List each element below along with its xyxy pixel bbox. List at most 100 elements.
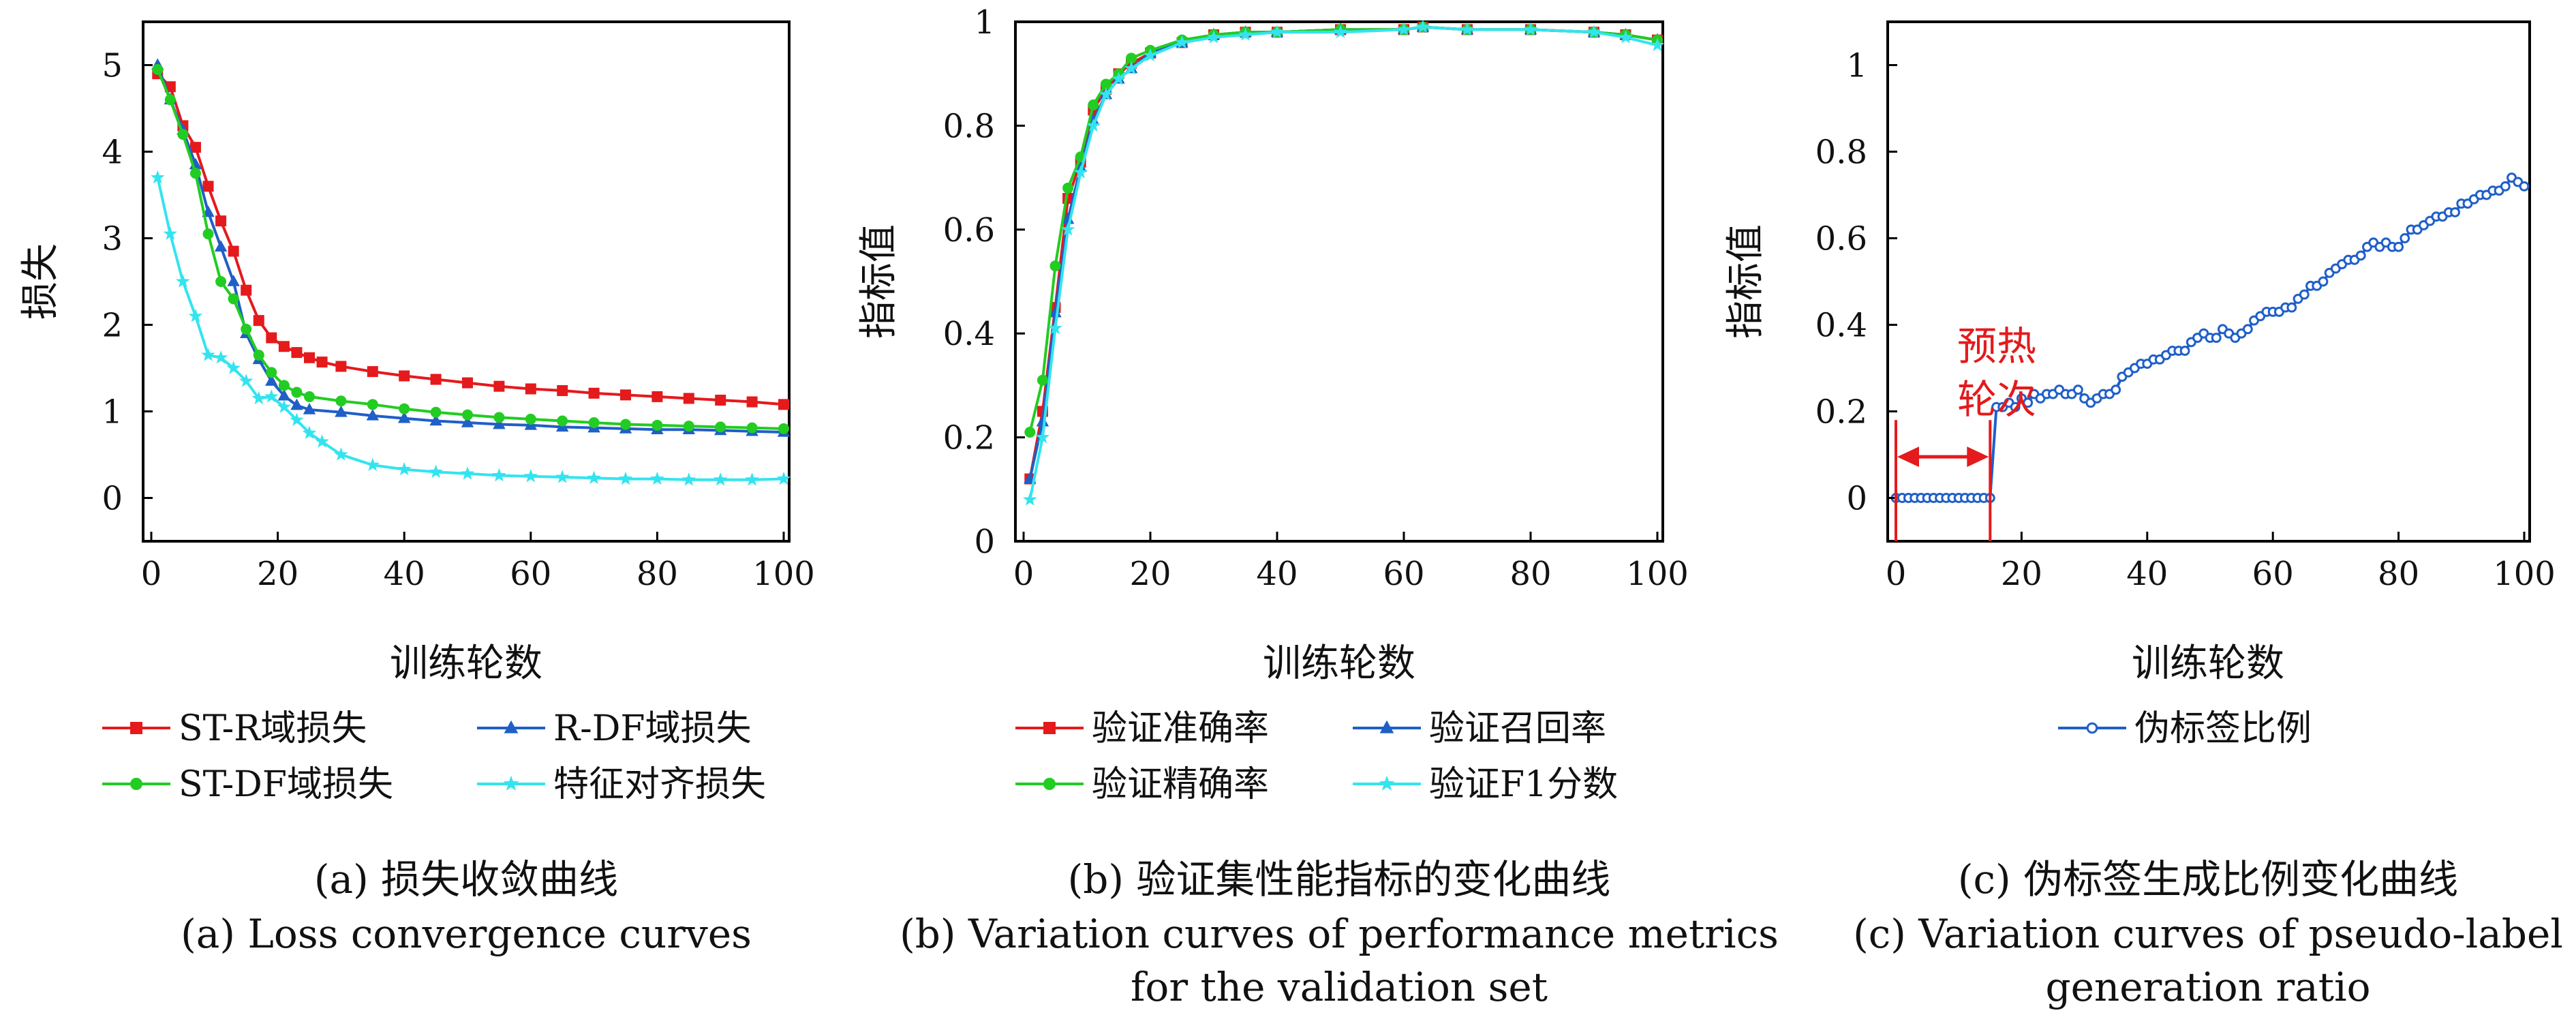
chart-b-validation-metrics: 0 20 40 60 80 100 0 0.2 0.4 0.6 0.8 1 训练轮数 指标值 验证准确… bbox=[857, 3, 1779, 1010]
data-point bbox=[1088, 99, 1099, 110]
series-line-4 bbox=[1028, 25, 1658, 500]
x-tick-label: 60 bbox=[1383, 555, 1424, 593]
chart-c-pseudo-label-ratio: 0 20 40 60 80 100 0 0.2 0.4 0.6 0.8 1 预热 轮次 训练轮数 指标… bbox=[1723, 20, 2563, 1010]
data-point bbox=[335, 405, 348, 417]
chart-c-caption-en-line1: (c) Variation curves of pseudo-label bbox=[1853, 911, 2563, 957]
data-point bbox=[2393, 241, 2404, 252]
chart-b-caption-en-line2: for the validation set bbox=[1131, 964, 1548, 1010]
data-point bbox=[1270, 25, 1285, 38]
data-point bbox=[2299, 289, 2310, 300]
data-point bbox=[1396, 22, 1411, 36]
data-point bbox=[253, 315, 264, 327]
x-tick-label: 40 bbox=[2126, 555, 2168, 593]
data-point bbox=[399, 403, 410, 414]
data-point bbox=[367, 366, 378, 378]
warmup-arrow-left-head bbox=[1897, 446, 1919, 468]
x-tick-label: 60 bbox=[2252, 555, 2294, 593]
data-point bbox=[557, 385, 568, 397]
warmup-label-line1: 预热 bbox=[1957, 323, 2036, 369]
chart-b-frame bbox=[1014, 20, 1664, 543]
data-point bbox=[555, 470, 570, 483]
chart-b-ticks: 0 20 40 60 80 100 0 0.2 0.4 0.6 0.8 1 bbox=[943, 3, 1689, 593]
x-tick-label: 0 bbox=[1886, 555, 1907, 593]
chart-c-marks bbox=[1890, 172, 2530, 503]
data-point bbox=[492, 468, 506, 482]
legend-entry-3: 验证精确率 bbox=[1015, 764, 1269, 805]
chart-a-ylabel: 损失 bbox=[18, 243, 63, 320]
data-point bbox=[429, 464, 443, 479]
data-point bbox=[430, 374, 442, 385]
data-point bbox=[745, 472, 759, 486]
data-point bbox=[778, 423, 789, 434]
data-point bbox=[151, 170, 165, 184]
data-point bbox=[1049, 260, 1061, 272]
data-point bbox=[2111, 384, 2121, 395]
data-point bbox=[367, 399, 378, 410]
legend-entry-2: R-DF域损失 bbox=[477, 708, 752, 749]
legend-label: 伪标签比例 bbox=[2134, 708, 2312, 749]
x-tick-label: 20 bbox=[1129, 555, 1171, 593]
data-point bbox=[2023, 397, 2034, 408]
data-point bbox=[239, 374, 254, 387]
x-tick-label: 100 bbox=[2493, 555, 2556, 593]
x-tick-label: 0 bbox=[141, 555, 162, 593]
data-point bbox=[557, 415, 568, 427]
data-point bbox=[1035, 429, 1050, 444]
y-tick-label: 2 bbox=[102, 307, 123, 345]
data-point bbox=[152, 63, 164, 75]
data-point bbox=[1062, 182, 1074, 194]
legend-label: ST-DF域损失 bbox=[179, 764, 393, 805]
data-point bbox=[2519, 181, 2530, 192]
data-point bbox=[1111, 72, 1126, 85]
data-point bbox=[2179, 346, 2190, 357]
legend-label: R-DF域损失 bbox=[553, 708, 752, 749]
data-point bbox=[365, 457, 380, 471]
x-tick-label: 20 bbox=[257, 555, 298, 593]
data-point bbox=[253, 349, 264, 361]
y-tick-label: 0 bbox=[974, 523, 995, 561]
data-point bbox=[316, 357, 328, 368]
legend-entry-4: 验证F1分数 bbox=[1353, 764, 1618, 805]
data-point bbox=[429, 414, 442, 426]
data-point bbox=[241, 323, 252, 335]
data-point bbox=[302, 425, 317, 439]
data-point bbox=[620, 389, 631, 401]
data-point bbox=[1460, 22, 1475, 36]
legend-swatch-marker bbox=[1379, 720, 1394, 733]
data-point bbox=[215, 276, 227, 287]
chart-c-caption-cn: (c) 伪标签生成比例变化曲线 bbox=[1958, 856, 2458, 903]
data-point bbox=[1037, 374, 1048, 386]
data-point bbox=[2010, 402, 2021, 412]
data-point bbox=[188, 309, 203, 322]
chart-c-caption-en-line2: generation ratio bbox=[2045, 964, 2370, 1010]
chart-a-marks bbox=[151, 58, 791, 486]
data-point bbox=[1023, 492, 1037, 506]
legend-swatch-marker bbox=[2086, 722, 2098, 734]
data-point bbox=[493, 412, 505, 423]
chart-a-xlabel: 训练轮数 bbox=[390, 641, 542, 686]
data-point bbox=[587, 470, 601, 484]
data-point bbox=[189, 168, 201, 179]
data-point bbox=[315, 434, 329, 448]
data-point bbox=[227, 275, 240, 286]
x-tick-label: 60 bbox=[510, 555, 551, 593]
y-tick-label: 4 bbox=[102, 134, 123, 172]
legend-entry-2: 验证召回率 bbox=[1353, 708, 1606, 749]
warmup-arrow-right-head bbox=[1967, 446, 1989, 468]
y-tick-label: 3 bbox=[102, 220, 123, 258]
data-point bbox=[588, 387, 600, 399]
data-point bbox=[215, 215, 227, 227]
data-point bbox=[335, 361, 347, 372]
data-point bbox=[1619, 30, 1633, 44]
y-tick-label: 0.8 bbox=[943, 107, 995, 145]
data-point bbox=[713, 472, 728, 486]
x-tick-label: 20 bbox=[2001, 555, 2042, 593]
chart-b-ylabel: 指标值 bbox=[857, 224, 901, 339]
y-tick-label: 0.6 bbox=[1815, 220, 1867, 258]
chart-c-legend: 伪标签比例 bbox=[2058, 708, 2312, 749]
chart-a-legend: ST-R域损失 R-DF域损失 ST-DF域损失 特征对齐损失 bbox=[102, 708, 766, 805]
data-point bbox=[523, 469, 538, 483]
legend-swatch-marker bbox=[1043, 722, 1056, 734]
